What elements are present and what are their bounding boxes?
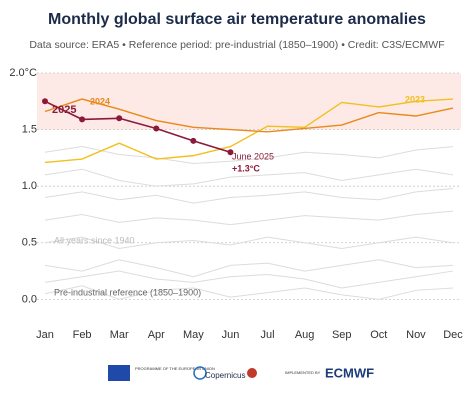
annotation: Pre-industrial reference (1850–1900): [54, 287, 201, 297]
x-tick-label: Sep: [332, 329, 352, 341]
series-label: 2024: [90, 96, 110, 106]
chart-title: Monthly global surface air temperature a…: [48, 11, 426, 28]
y-tick-label: 1.0: [22, 180, 37, 192]
x-tick-label: Mar: [110, 329, 129, 341]
x-tick-label: Jul: [261, 329, 275, 341]
x-tick-label: Feb: [73, 329, 92, 341]
background-line: [44, 210, 454, 226]
y-tick-label: 0.5: [22, 237, 37, 249]
series-line: [44, 98, 454, 133]
chart-subtitle: Data source: ERA5 • Reference period: pr…: [29, 39, 444, 51]
annotation: June 2025: [232, 151, 274, 161]
background-label: All years since 1940: [54, 235, 135, 245]
x-tick-label: Apr: [148, 329, 165, 341]
y-tick-label: 0.0: [22, 293, 37, 305]
footer-ecmwf: ECMWF: [325, 365, 374, 380]
highlight-band: [37, 73, 461, 130]
footer-eu: PROGRAMME OF THE EUROPEAN UNION: [135, 366, 215, 371]
background-line: [44, 187, 454, 204]
x-tick-label: May: [183, 329, 204, 341]
background-line: [44, 270, 454, 289]
point: [153, 125, 160, 132]
series-line: [44, 98, 454, 164]
point: [190, 137, 197, 144]
series-line: [44, 100, 231, 153]
series-label: 2023: [405, 94, 425, 104]
background-line: [44, 285, 454, 300]
x-tick-label: Aug: [295, 329, 315, 341]
point: [42, 98, 48, 105]
x-tick-label: Nov: [406, 329, 426, 341]
background-line: [44, 168, 454, 187]
c3s-logo: [247, 368, 257, 378]
background-line: [44, 146, 454, 165]
footer-implemented: IMPLEMENTED BY: [285, 370, 321, 375]
footer-copernicus: Copernicus: [205, 371, 245, 380]
point: [227, 149, 234, 156]
eu-flag: [108, 365, 130, 381]
x-tick-label: Jun: [222, 329, 240, 341]
annotation: +1.3°C: [232, 163, 260, 173]
x-tick-label: Dec: [443, 329, 463, 341]
x-tick-label: Jan: [36, 329, 54, 341]
x-tick-label: Oct: [370, 329, 387, 341]
copernicus-logo: [193, 366, 207, 380]
point: [116, 115, 123, 122]
series-label: 2025: [52, 104, 76, 116]
y-tick-label: 2.0°C: [9, 67, 37, 79]
background-line: [44, 236, 454, 249]
point: [79, 116, 86, 123]
y-tick-label: 1.5: [22, 123, 37, 135]
background-line: [44, 259, 454, 278]
